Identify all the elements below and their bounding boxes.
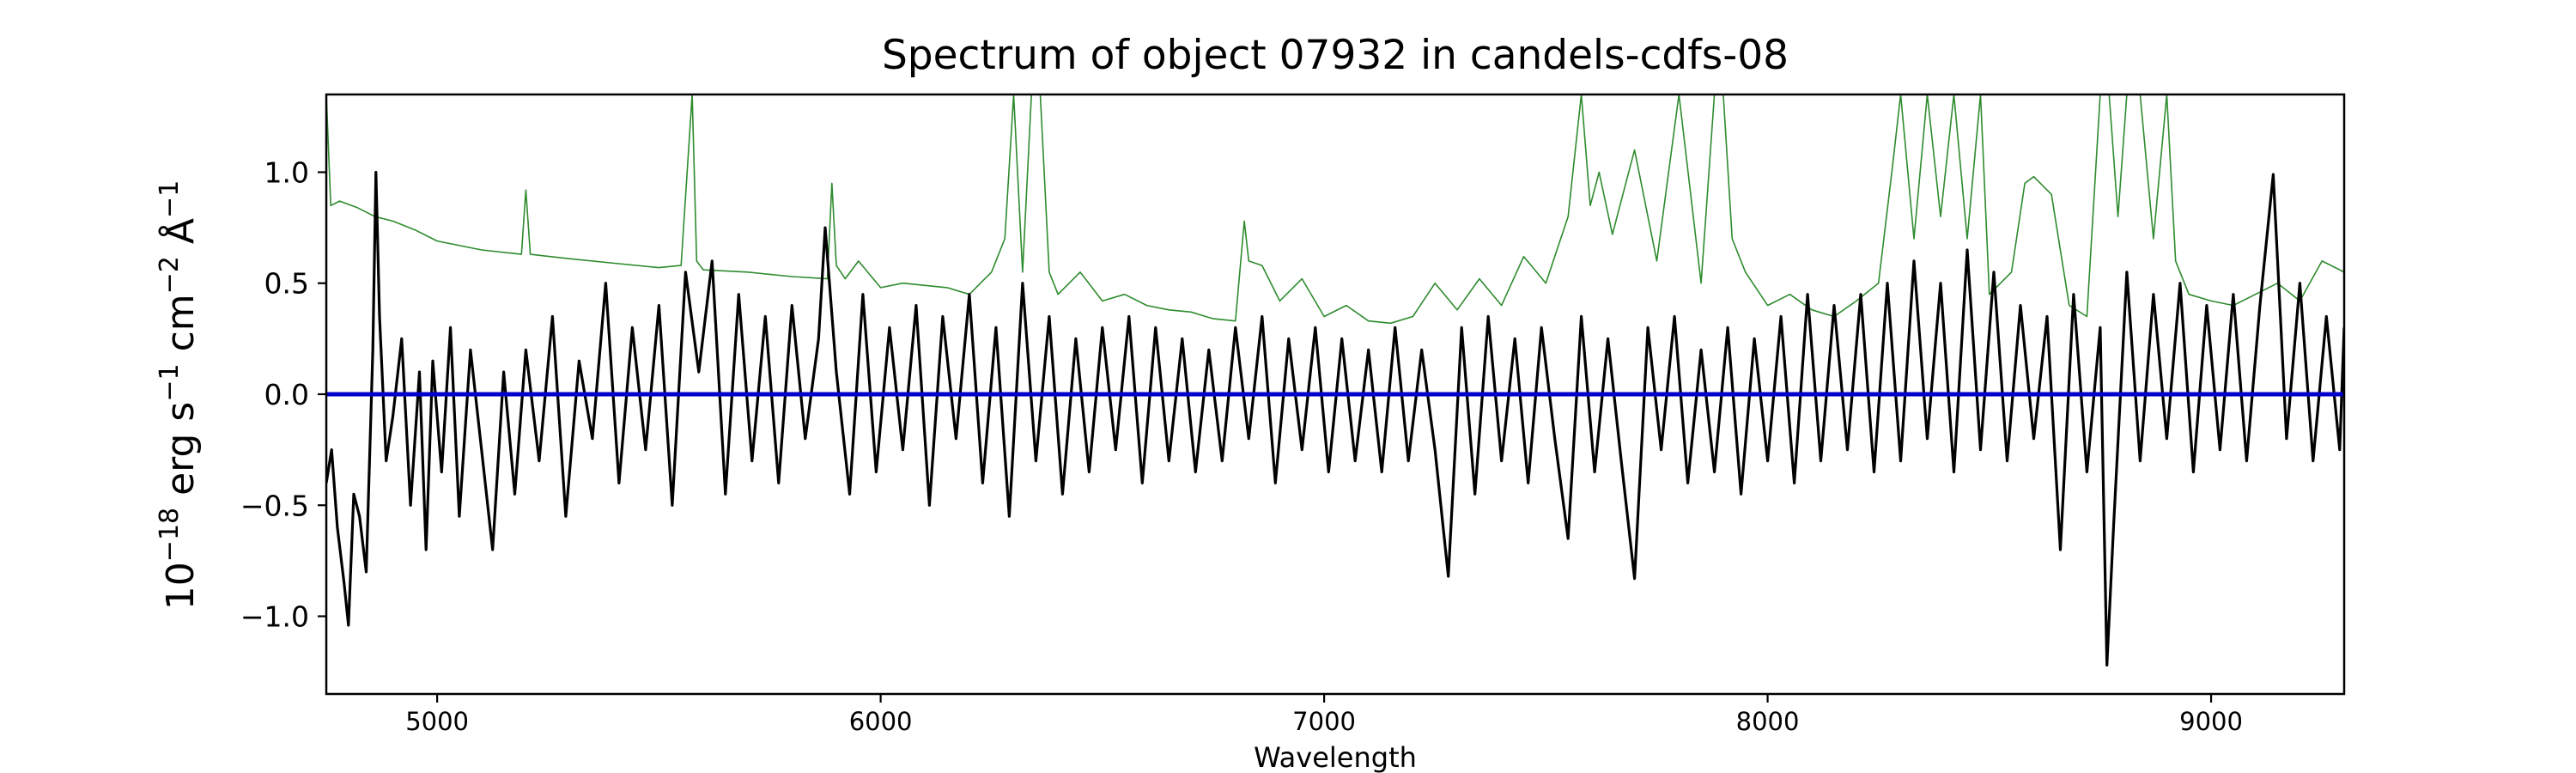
- y-label-unit-3: Å: [157, 218, 203, 256]
- y-axis-label: 10−18 erg s−1 cm−2 Å−1: [155, 180, 203, 610]
- y-label-unit-2: cm: [159, 294, 203, 363]
- x-tick-label: 5000: [405, 707, 469, 736]
- flux-series-line: [326, 170, 2344, 666]
- plot-area: 5000 6000 7000 8000 9000 −1.0 −0.5 0.0 0.5 1.0: [240, 93, 2346, 736]
- x-tick-label: 7000: [1292, 707, 1356, 736]
- error-series-line: [326, 94, 2344, 325]
- x-tick-label: 6000: [849, 707, 913, 736]
- y-label-exp-3: −1: [155, 180, 185, 218]
- chart-title: Spectrum of object 07932 in candels-cdfs…: [882, 32, 1789, 79]
- y-label-unit-1: erg s: [159, 402, 203, 508]
- x-axis-label: Wavelength: [1254, 741, 1417, 773]
- x-tick-label: 9000: [2179, 707, 2243, 736]
- y-label-exp-2: −2: [155, 256, 185, 294]
- y-label-base-exp: −18: [155, 508, 185, 562]
- y-label-base: 10: [159, 562, 203, 610]
- y-tick-label: 1.0: [264, 155, 309, 189]
- y-tick-label: −0.5: [240, 489, 309, 522]
- y-tick-label: −1.0: [240, 600, 309, 634]
- x-tick-label: 8000: [1736, 707, 1800, 736]
- y-label-exp-1: −1: [155, 363, 185, 401]
- y-tick-label: 0.5: [264, 267, 309, 301]
- y-tick-label: 0.0: [264, 378, 309, 411]
